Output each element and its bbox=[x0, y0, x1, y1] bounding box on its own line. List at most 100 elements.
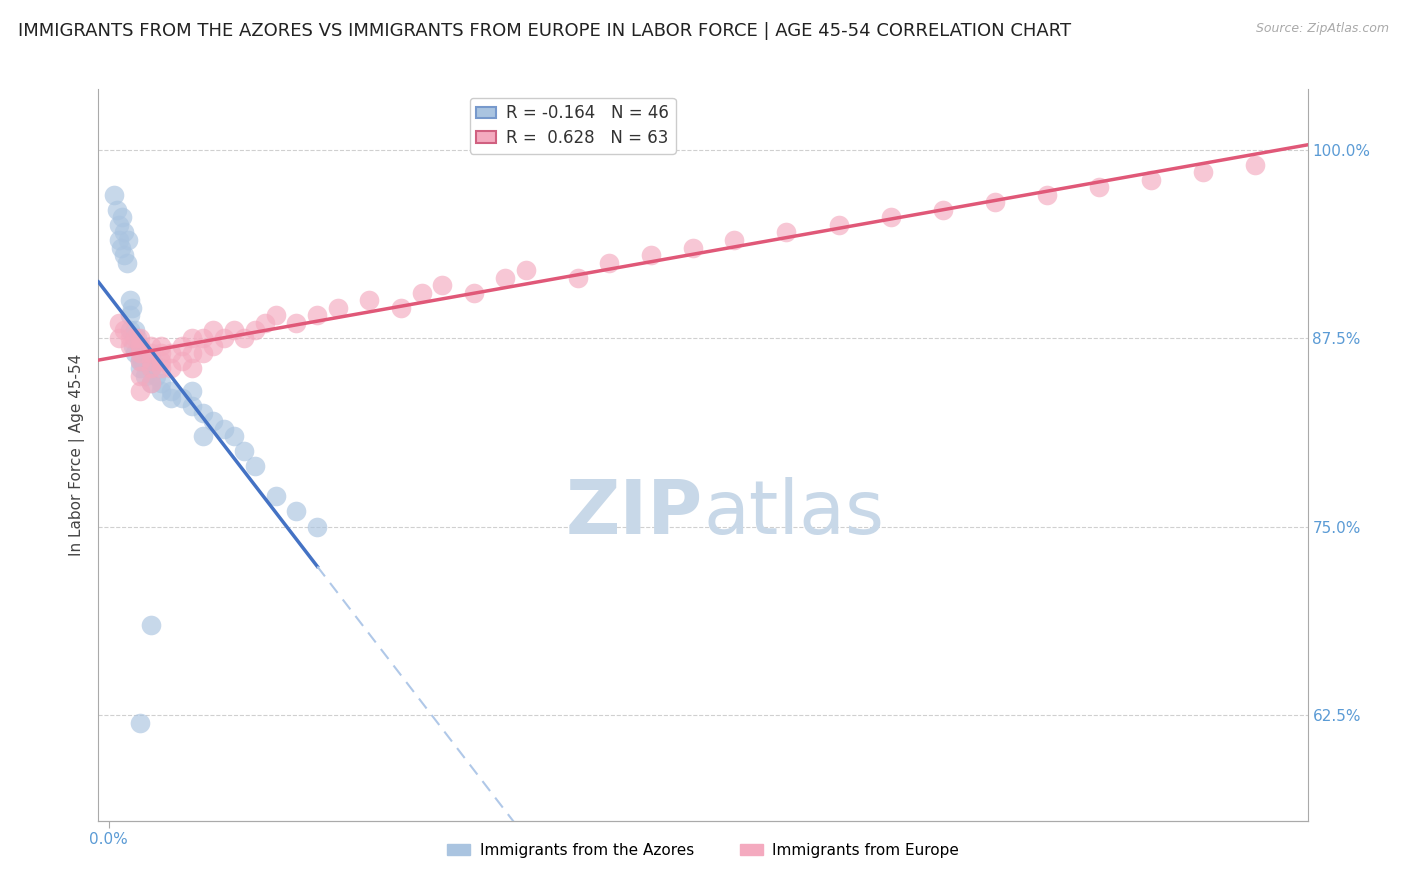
Point bbox=[233, 444, 256, 458]
Point bbox=[114, 226, 136, 240]
Text: ZIP: ZIP bbox=[565, 477, 703, 550]
Legend: Immigrants from the Azores, Immigrants from Europe: Immigrants from the Azores, Immigrants f… bbox=[441, 837, 965, 864]
Point bbox=[115, 255, 138, 269]
Point bbox=[139, 376, 162, 391]
Point bbox=[124, 346, 146, 360]
Point bbox=[139, 338, 162, 352]
Point bbox=[139, 361, 162, 376]
Point bbox=[243, 459, 266, 474]
Point bbox=[139, 376, 162, 391]
Point bbox=[682, 241, 704, 255]
Point bbox=[598, 255, 620, 269]
Point bbox=[389, 301, 412, 315]
Point bbox=[108, 218, 131, 232]
Point bbox=[160, 361, 183, 376]
Text: IMMIGRANTS FROM THE AZORES VS IMMIGRANTS FROM EUROPE IN LABOR FORCE | AGE 45-54 : IMMIGRANTS FROM THE AZORES VS IMMIGRANTS… bbox=[18, 22, 1071, 40]
Point bbox=[170, 353, 193, 368]
Point bbox=[254, 316, 277, 330]
Point bbox=[463, 285, 485, 300]
Point bbox=[118, 331, 141, 345]
Point bbox=[285, 316, 308, 330]
Point bbox=[149, 384, 172, 398]
Point bbox=[124, 331, 146, 345]
Point bbox=[723, 233, 745, 247]
Point bbox=[233, 331, 256, 345]
Point bbox=[129, 353, 152, 368]
Point bbox=[118, 338, 141, 352]
Point bbox=[105, 202, 128, 217]
Point bbox=[879, 211, 901, 225]
Point bbox=[1140, 172, 1163, 186]
Point bbox=[170, 392, 193, 406]
Point bbox=[124, 324, 146, 338]
Point bbox=[149, 338, 172, 352]
Point bbox=[118, 324, 141, 338]
Text: atlas: atlas bbox=[703, 477, 884, 550]
Point bbox=[108, 233, 131, 247]
Point bbox=[160, 384, 183, 398]
Point bbox=[411, 285, 433, 300]
Point bbox=[139, 361, 162, 376]
Point bbox=[1244, 158, 1267, 172]
Point bbox=[170, 338, 193, 352]
Point bbox=[149, 361, 172, 376]
Point bbox=[359, 293, 381, 308]
Point bbox=[181, 346, 204, 360]
Point bbox=[139, 617, 162, 632]
Point bbox=[139, 346, 162, 360]
Point bbox=[827, 218, 849, 232]
Point bbox=[307, 519, 329, 533]
Point bbox=[110, 241, 132, 255]
Point bbox=[515, 263, 537, 277]
Point bbox=[129, 346, 152, 360]
Point bbox=[202, 338, 225, 352]
Point bbox=[129, 368, 152, 383]
Point bbox=[775, 226, 797, 240]
Point bbox=[114, 324, 136, 338]
Point bbox=[108, 316, 131, 330]
Point bbox=[222, 429, 245, 443]
Point bbox=[129, 384, 152, 398]
Point bbox=[121, 338, 143, 352]
Point bbox=[181, 331, 204, 345]
Point bbox=[181, 361, 204, 376]
Point bbox=[1088, 180, 1111, 194]
Point bbox=[117, 233, 139, 247]
Point bbox=[191, 331, 214, 345]
Point bbox=[264, 309, 287, 323]
Point bbox=[103, 187, 125, 202]
Point bbox=[1192, 165, 1215, 179]
Point bbox=[932, 202, 955, 217]
Point bbox=[328, 301, 350, 315]
Point bbox=[108, 331, 131, 345]
Point bbox=[1036, 187, 1059, 202]
Point bbox=[160, 346, 183, 360]
Text: Source: ZipAtlas.com: Source: ZipAtlas.com bbox=[1256, 22, 1389, 36]
Point bbox=[129, 361, 152, 376]
Point bbox=[134, 368, 156, 383]
Point bbox=[131, 353, 153, 368]
Point bbox=[129, 715, 152, 730]
Point bbox=[145, 368, 167, 383]
Point bbox=[149, 353, 172, 368]
Point bbox=[129, 338, 152, 352]
Point bbox=[142, 353, 165, 368]
Point bbox=[191, 346, 214, 360]
Point bbox=[121, 301, 143, 315]
Point bbox=[114, 248, 136, 262]
Point bbox=[212, 331, 235, 345]
Point bbox=[118, 309, 141, 323]
Point bbox=[118, 293, 141, 308]
Point bbox=[181, 384, 204, 398]
Point bbox=[202, 414, 225, 428]
Point bbox=[181, 399, 204, 413]
Point bbox=[125, 331, 148, 345]
Point bbox=[202, 324, 225, 338]
Point bbox=[160, 392, 183, 406]
Point bbox=[111, 211, 134, 225]
Point bbox=[212, 421, 235, 435]
Point bbox=[285, 504, 308, 518]
Point bbox=[567, 270, 589, 285]
Point bbox=[191, 429, 214, 443]
Point bbox=[984, 195, 1007, 210]
